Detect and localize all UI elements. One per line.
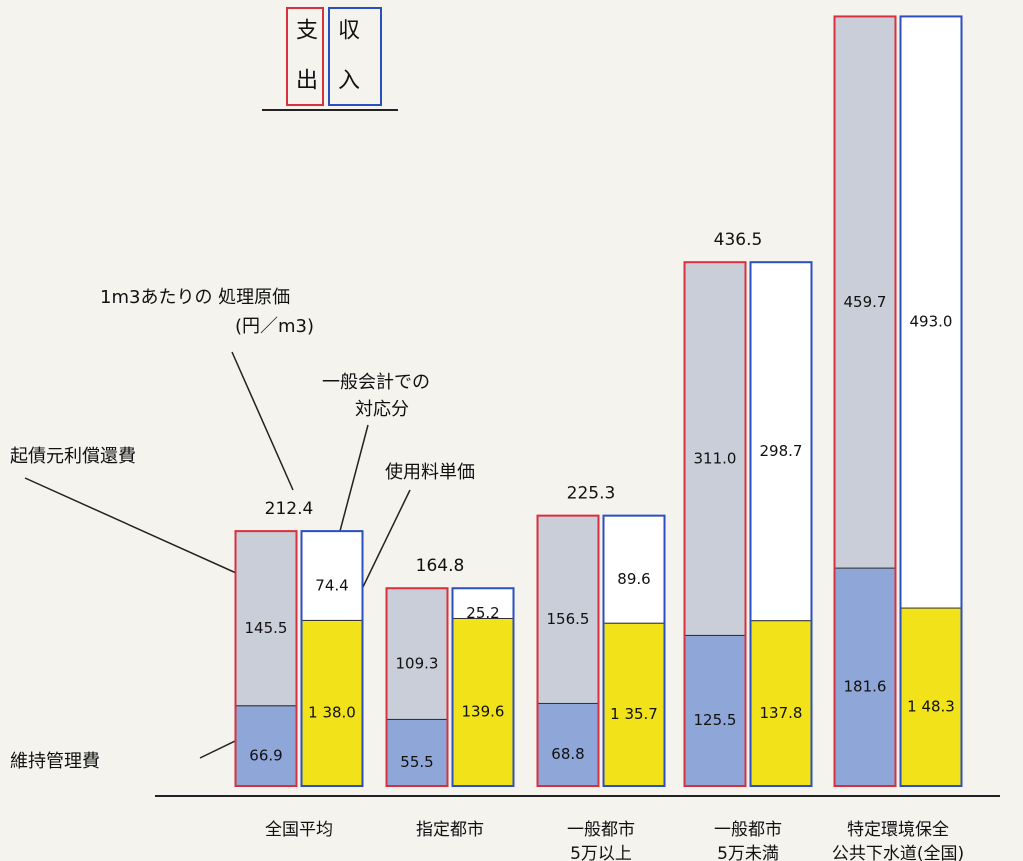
value-label: 55.5 bbox=[400, 753, 433, 771]
annotation: 維持管理費 bbox=[10, 751, 100, 772]
x-tick-label: 公共下水道(全国) bbox=[832, 844, 964, 861]
bar-segment bbox=[386, 587, 448, 720]
annotation: 一般会計での bbox=[322, 372, 430, 393]
value-label: 145.5 bbox=[245, 619, 288, 637]
x-tick-label: 特定環境保全 bbox=[847, 820, 949, 840]
bar-outline bbox=[683, 261, 747, 787]
leader bbox=[24, 477, 266, 587]
value-label: 1 35.7 bbox=[610, 705, 658, 723]
value-label: 89.6 bbox=[617, 570, 650, 588]
bar-segment bbox=[235, 530, 297, 707]
bar-outline bbox=[833, 15, 897, 787]
total-label: 164.8 bbox=[416, 556, 465, 576]
value-label: 311.0 bbox=[694, 449, 737, 467]
bar-segment bbox=[750, 261, 812, 622]
x-tick-label: 一般都市 bbox=[567, 820, 635, 840]
bar-outline bbox=[234, 530, 298, 787]
legend-label: 収入 bbox=[334, 18, 360, 118]
value-label: 181.6 bbox=[844, 678, 887, 696]
annotation: 起債元利償還費 bbox=[10, 446, 136, 467]
value-label: 66.9 bbox=[249, 746, 282, 764]
bar-outline bbox=[899, 15, 963, 787]
total-label: 641.3 bbox=[864, 0, 913, 4]
total-label: 225.3 bbox=[567, 484, 616, 504]
bar-outline bbox=[602, 514, 666, 787]
value-label: 1 38.0 bbox=[308, 704, 356, 722]
x-tick-label: 指定都市 bbox=[416, 820, 484, 840]
x-tick-label: 一般都市 bbox=[714, 820, 782, 840]
bar-outline bbox=[385, 587, 449, 787]
value-label: 25.2 bbox=[466, 604, 499, 622]
value-label: 137.8 bbox=[760, 704, 803, 722]
bar-segment bbox=[834, 567, 896, 787]
leaders bbox=[24, 351, 411, 759]
x-tick-label: 5万未満 bbox=[717, 844, 779, 861]
value-label: 74.4 bbox=[315, 576, 348, 594]
x-tick-label: 5万以上 bbox=[570, 844, 632, 861]
legend-box bbox=[328, 7, 382, 106]
bar-outline bbox=[300, 530, 364, 787]
value-label: 298.7 bbox=[760, 442, 803, 460]
annotation: 使用料単価 bbox=[385, 462, 475, 483]
bar-segment bbox=[301, 619, 363, 787]
bar-segment bbox=[452, 617, 514, 787]
value-label: 109.3 bbox=[396, 654, 439, 672]
bar-outline bbox=[536, 514, 600, 787]
bar-outline bbox=[451, 587, 515, 787]
value-label: 459.7 bbox=[844, 293, 887, 311]
value-label: 1 48.3 bbox=[907, 698, 955, 716]
legend-label: 支出 bbox=[292, 18, 318, 118]
value-label: 139.6 bbox=[462, 703, 505, 721]
bar-segment bbox=[537, 515, 599, 704]
x-tick-label: 全国平均 bbox=[265, 820, 333, 840]
value-label: 68.8 bbox=[551, 745, 584, 763]
bar-segment bbox=[750, 620, 812, 787]
legend-box bbox=[286, 7, 324, 106]
value-label: 125.5 bbox=[694, 711, 737, 729]
leader bbox=[231, 351, 294, 491]
total-label: 436.5 bbox=[714, 230, 763, 250]
annotation: 対応分 bbox=[355, 399, 409, 420]
value-label: 493.0 bbox=[910, 313, 953, 331]
leader bbox=[334, 424, 369, 551]
total-label: 212.4 bbox=[265, 499, 314, 519]
annotation: 1m3あたりの 処理原価 bbox=[100, 287, 290, 308]
bar-segment bbox=[900, 15, 962, 609]
value-label: 156.5 bbox=[547, 610, 590, 628]
bar-outline bbox=[749, 261, 813, 787]
annotation: (円／m3) bbox=[235, 316, 314, 337]
